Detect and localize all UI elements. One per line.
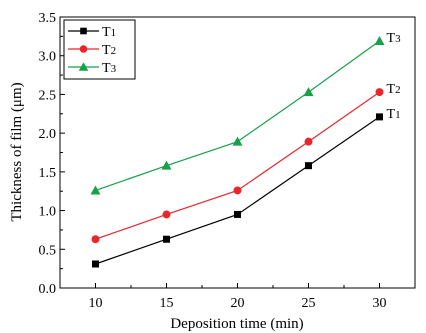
y-tick-label: 1.5: [39, 166, 57, 181]
data-point-t2: [375, 88, 384, 97]
x-tick-label: 10: [89, 296, 103, 311]
series-t3: T3: [90, 31, 402, 195]
y-tick-label: 0.5: [39, 243, 57, 258]
data-point-t2: [162, 210, 171, 219]
data-point-t3: [303, 87, 314, 97]
y-tick-label: 0.0: [39, 282, 57, 297]
legend-entry-t3: T3: [68, 61, 117, 76]
y-tick-label: 1.0: [39, 205, 57, 220]
legend-entry-t1: T1: [68, 25, 116, 40]
series-end-label-t2: T2: [387, 82, 401, 97]
y-axis: 0.0 0.5 1.0 1.5 2.0 2.5 3.0 3.5: [39, 11, 65, 297]
legend-marker-t2: [79, 45, 88, 53]
data-point-t1: [234, 210, 241, 218]
y-tick-label: 2.0: [39, 127, 57, 142]
data-point-t3: [374, 36, 385, 46]
x-tick-label: 30: [373, 296, 387, 311]
x-axis-title: Deposition time (min): [170, 316, 303, 332]
data-point-t2: [304, 137, 313, 146]
x-tick-label: 15: [160, 296, 174, 311]
x-axis: 10 15 20 25 30: [59, 283, 416, 311]
y-axis-title: Thickness of film (μm): [9, 82, 25, 221]
series-line-t3: [95, 40, 380, 192]
series-layer: T1 T2 T3: [90, 31, 402, 268]
legend-label-t2: T2: [102, 43, 116, 58]
data-point-t3: [161, 160, 172, 170]
y-tick-label: 3.5: [39, 11, 57, 26]
series-t2: T2: [91, 82, 401, 244]
y-tick-label: 3.0: [39, 50, 57, 65]
series-t1: T1: [92, 107, 401, 268]
data-point-t1: [305, 162, 312, 170]
legend: T1 T2 T3: [63, 19, 136, 80]
data-point-t1: [92, 260, 99, 268]
data-point-t2: [91, 235, 100, 244]
x-tick-label: 25: [302, 296, 316, 311]
y-tick-label: 2.5: [39, 88, 57, 103]
legend-entry-t2: T2: [68, 43, 116, 58]
legend-marker-t3: [78, 62, 89, 71]
series-end-label-t3: T3: [387, 31, 402, 46]
data-point-t1: [376, 113, 383, 121]
legend-marker-t1: [80, 27, 87, 35]
legend-label-t1: T1: [102, 25, 116, 40]
legend-label-t3: T3: [102, 61, 117, 76]
series-end-label-t1: T1: [387, 107, 401, 122]
data-point-t3: [90, 185, 101, 195]
x-tick-label: 20: [231, 296, 245, 311]
data-point-t2: [233, 186, 242, 195]
data-point-t3: [232, 136, 243, 146]
data-point-t1: [163, 235, 170, 243]
